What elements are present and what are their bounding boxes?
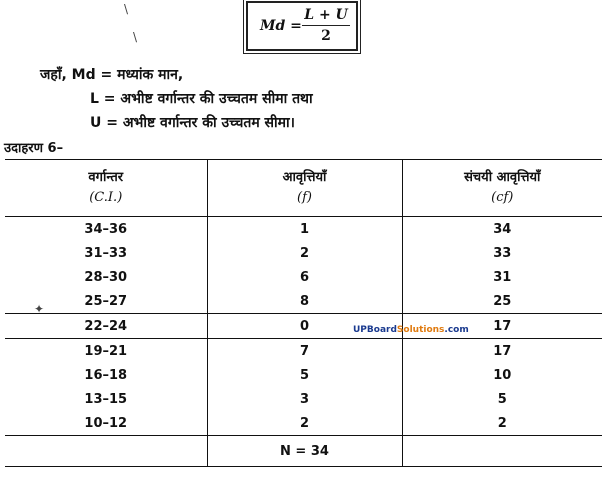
- cell-class-interval: 19–21: [84, 343, 128, 359]
- cell-frequency: 6: [206, 265, 403, 289]
- cell-frequency: 5: [206, 363, 403, 387]
- header-sub: (f): [297, 190, 312, 205]
- total-empty-cell: [5, 435, 207, 467]
- cell-cumulative: 17: [402, 313, 602, 339]
- cell-class-interval: 31–33: [84, 245, 128, 261]
- cell-frequency: 1: [206, 216, 403, 241]
- cell-class-interval: 22–24: [5, 313, 207, 339]
- formula-denominator: 2: [321, 28, 331, 44]
- table-row: 13–15 3 5: [5, 387, 602, 411]
- definition-line-2: L = अभीष्ट वर्गान्तर की उच्चतम सीमा तथा: [90, 91, 313, 107]
- table-row: 28–30 6 31: [5, 265, 602, 289]
- cell-class-interval: 10–12: [5, 411, 207, 436]
- cell-cumulative: 17: [493, 343, 512, 359]
- cell-cumulative: 31: [493, 269, 512, 285]
- site-watermark: UPBoardSolutions.com: [353, 325, 469, 335]
- table-row: 16–18 5 10: [5, 363, 602, 387]
- cell-class-interval: 28–30: [84, 269, 128, 285]
- frequency-table: वर्गान्तर (C.I.) आवृत्तियाँ (f) संचयी आव…: [5, 159, 602, 467]
- header-frequency: आवृत्तियाँ (f): [206, 159, 403, 217]
- table-row: 10–12 2 2: [5, 411, 602, 436]
- stray-mark: \: [124, 2, 129, 16]
- cell-cumulative: 5: [497, 391, 507, 407]
- cell-frequency: 3: [206, 387, 403, 411]
- header-cumulative-frequency: संचयी आवृत्तियाँ (cf): [402, 159, 602, 217]
- total-frequency: N = 34: [206, 435, 403, 467]
- cell-frequency: 8: [206, 289, 403, 314]
- header-label: संचयी आवृत्तियाँ: [464, 170, 541, 185]
- cell-class-interval: 13–15: [84, 391, 128, 407]
- header-label: आवृत्तियाँ: [282, 170, 327, 185]
- cell-class-interval: 34–36: [84, 221, 128, 237]
- formula-lhs: Md =: [260, 18, 302, 34]
- header-sub: (cf): [491, 190, 514, 205]
- stray-mark: \: [133, 30, 138, 44]
- cell-cumulative: 2: [402, 411, 602, 436]
- cell-class-interval: 16–18: [84, 367, 128, 383]
- cell-cumulative: 33: [493, 245, 512, 261]
- cell-frequency: 7: [206, 338, 403, 363]
- watermark-part: Solutions: [396, 325, 445, 335]
- example-heading: उदाहरण 6–: [4, 141, 64, 156]
- table-row: 31–33 2 33: [5, 241, 602, 265]
- table-row: 25–27 8 25: [5, 289, 602, 314]
- table-header-row: वर्गान्तर (C.I.) आवृत्तियाँ (f) संचयी आव…: [5, 159, 602, 217]
- definition-line-3: U = अभीष्ट वर्गान्तर की उच्चतम सीमा।: [90, 115, 295, 131]
- table-row: 34–36 1 34: [5, 216, 602, 241]
- cell-frequency: 2: [206, 241, 403, 265]
- median-formula-box: Md = L + U 2: [243, 0, 361, 54]
- header-sub: (C.I.): [89, 190, 123, 205]
- table-row: 19–21 7 17: [5, 338, 602, 363]
- formula-fraction: L + U 2: [302, 7, 350, 44]
- cell-frequency: 0: [206, 313, 403, 339]
- definition-line-1: जहाँ, Md = मध्यांक मान,: [40, 67, 184, 83]
- formula-numerator: L + U: [302, 7, 350, 26]
- watermark-part: UPBoard: [353, 325, 397, 335]
- cell-cumulative: 10: [493, 367, 512, 383]
- cell-cumulative: 34: [493, 221, 512, 237]
- cell-class-interval: 25–27: [5, 289, 207, 314]
- cell-frequency: 2: [206, 411, 403, 436]
- median-class-row: 22–24 0 17: [5, 313, 602, 339]
- watermark-part: .com: [444, 325, 469, 335]
- cell-cumulative: 25: [402, 289, 602, 314]
- total-row: N = 34: [5, 435, 602, 467]
- header-class-interval: वर्गान्तर (C.I.): [5, 159, 207, 217]
- total-empty-cell: [402, 435, 602, 467]
- header-label: वर्गान्तर: [88, 170, 124, 185]
